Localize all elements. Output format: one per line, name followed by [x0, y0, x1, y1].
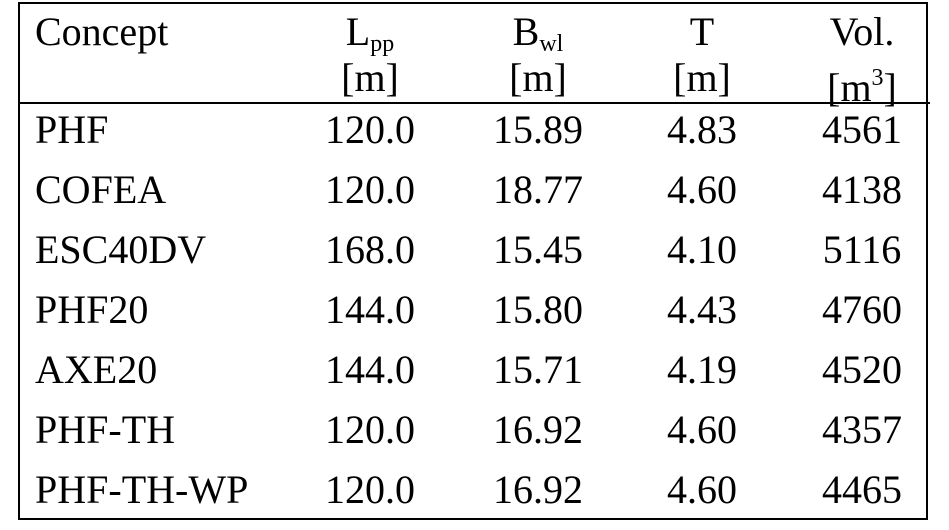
table-cell: 120.0 — [325, 407, 415, 452]
header-cell: Bwl — [512, 9, 564, 58]
unit-text: ] — [883, 65, 897, 110]
table-cell: 120.0 — [325, 107, 415, 152]
row-label: ESC40DV — [35, 227, 207, 272]
header-name: B — [512, 9, 540, 54]
table-cell: 144.0 — [325, 287, 415, 332]
table-cell: 168.0 — [325, 227, 415, 272]
unit-text: [m] — [509, 55, 567, 100]
header-cell: Concept — [35, 10, 168, 54]
table-cell: 15.89 — [493, 107, 583, 152]
unit-text: [m] — [341, 55, 399, 100]
table-border — [18, 2, 928, 520]
header-subscript: wl — [539, 31, 564, 57]
header-cell: Lpp — [345, 9, 395, 58]
table-cell: 144.0 — [325, 347, 415, 392]
table-cell: 16.92 — [493, 407, 583, 452]
row-label: PHF — [35, 107, 109, 152]
unit-text: [m] — [673, 55, 731, 100]
table-cell: 4357 — [822, 407, 902, 452]
table-cell: 18.77 — [493, 167, 583, 212]
table-cell: 120.0 — [325, 167, 415, 212]
header-name: Vol. — [829, 9, 895, 54]
row-label: PHF-TH — [35, 407, 176, 452]
table-cell: 15.45 — [493, 227, 583, 272]
table-cell: 4760 — [822, 287, 902, 332]
table-cell: 15.71 — [493, 347, 583, 392]
header-cell: T — [690, 10, 714, 54]
header-unit: [m] — [341, 56, 399, 100]
table-cell: 4465 — [822, 467, 902, 512]
header-unit: [m] — [509, 56, 567, 100]
table-cell: 5116 — [822, 227, 902, 272]
unit-superscript: 3 — [871, 65, 884, 91]
row-label: PHF-TH-WP — [35, 467, 249, 512]
table-cell: 4.10 — [667, 227, 737, 272]
table-cell: 4.43 — [667, 287, 737, 332]
table-cell: 4.19 — [667, 347, 737, 392]
header-unit: [m] — [673, 56, 731, 100]
table-cell: 4.60 — [667, 407, 737, 452]
row-label: AXE20 — [35, 347, 158, 392]
unit-text: [m — [827, 65, 872, 110]
header-cell: Vol. — [830, 10, 895, 54]
table-cell: 4.60 — [667, 467, 737, 512]
table-cell: 15.80 — [493, 287, 583, 332]
row-label: COFEA — [35, 167, 167, 212]
row-label: PHF20 — [35, 287, 149, 332]
header-name: Concept — [35, 9, 169, 54]
header-rule — [18, 102, 930, 104]
table-cell: 120.0 — [325, 467, 415, 512]
header-unit: [m3] — [827, 56, 897, 110]
table-cell: 4.83 — [667, 107, 737, 152]
table-cell: 16.92 — [493, 467, 583, 512]
table-cell: 4.60 — [667, 167, 737, 212]
table-cell: 4138 — [822, 167, 902, 212]
header-subscript: pp — [370, 31, 395, 57]
header-name: T — [689, 9, 715, 54]
table-cell: 4520 — [822, 347, 902, 392]
table-cell: 4561 — [822, 107, 902, 152]
header-name: L — [345, 9, 371, 54]
